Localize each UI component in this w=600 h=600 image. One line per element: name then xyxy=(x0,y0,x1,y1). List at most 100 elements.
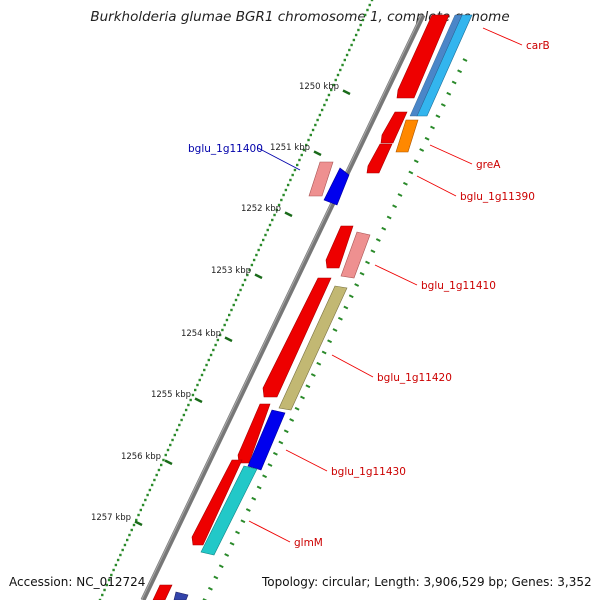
gene-label-bglu_1g11420: bglu_1g11420 xyxy=(377,372,452,384)
tick-dot xyxy=(169,443,172,447)
tick-dash xyxy=(218,564,224,569)
tick-dot xyxy=(320,108,324,112)
tick-dot xyxy=(359,23,362,27)
kbp-tick-label: 1251 kbp xyxy=(270,143,310,153)
kbp-tick-mark xyxy=(254,273,263,280)
tick-dot xyxy=(289,178,292,182)
tick-dash xyxy=(392,204,398,209)
tick-dot xyxy=(157,468,161,472)
tick-dot xyxy=(277,203,281,207)
gene-label-glmM: glmM xyxy=(294,537,323,549)
tick-dot xyxy=(318,113,322,117)
tick-dot xyxy=(153,478,156,482)
tick-dot xyxy=(126,538,129,542)
kbp-tick-label: 1256 kbp xyxy=(121,452,161,462)
tick-dot xyxy=(223,323,226,327)
tick-dash xyxy=(272,451,278,456)
tick-dash xyxy=(294,406,300,411)
tick-dot xyxy=(316,118,319,122)
gene-feature-greA xyxy=(395,119,419,153)
cds-feature xyxy=(152,584,173,600)
tick-dash xyxy=(289,418,295,422)
tick-dot xyxy=(268,223,272,227)
tick-dot xyxy=(144,498,147,502)
kbp-tick-mark xyxy=(342,89,351,96)
gene-label-lines xyxy=(248,27,523,543)
tick-dot xyxy=(121,548,124,552)
cds-feature xyxy=(191,459,243,546)
gene-feature-bglu_1g11420 xyxy=(278,285,348,411)
tick-dash xyxy=(430,125,435,130)
gene-feature-bglu_1g11400 xyxy=(308,161,334,197)
tick-dash xyxy=(337,316,343,321)
tick-dot xyxy=(101,593,104,597)
tick-dot xyxy=(325,98,328,102)
tick-dash xyxy=(327,339,333,344)
kbp-tick-label: 1250 kbp xyxy=(299,82,339,92)
tick-dot xyxy=(171,438,174,442)
tick-dash xyxy=(251,496,257,501)
tick-dot xyxy=(110,573,113,577)
inner-tick-track xyxy=(202,58,468,600)
tick-dash xyxy=(310,373,316,377)
tick-dot xyxy=(155,473,158,477)
tick-dash xyxy=(283,429,289,434)
tick-dot xyxy=(146,493,149,497)
tick-dash xyxy=(305,384,311,389)
gene-feature-bglu_1g11410 xyxy=(340,231,371,279)
tick-dot xyxy=(132,523,136,527)
tick-dash xyxy=(397,193,403,197)
tick-dash xyxy=(435,114,441,119)
tick-dot xyxy=(207,358,210,362)
cds-feature xyxy=(396,14,450,99)
tick-dot xyxy=(370,0,374,2)
kbp-tick-mark xyxy=(313,150,322,157)
tick-dash xyxy=(370,249,376,254)
tick-dash xyxy=(381,226,387,231)
tick-dot xyxy=(350,43,353,47)
tick-dot xyxy=(234,298,238,302)
gene-label-greA: greA xyxy=(476,159,501,171)
tick-dot xyxy=(230,308,233,312)
tick-dash xyxy=(462,58,468,62)
tick-dash xyxy=(451,80,457,85)
tick-dot xyxy=(366,8,369,12)
tick-dot xyxy=(200,373,204,377)
tick-dot xyxy=(225,318,229,322)
tick-dash xyxy=(457,69,463,74)
tick-dot xyxy=(305,143,308,147)
kbp-tick-label: 1255 kbp xyxy=(151,390,191,400)
gene-feature xyxy=(173,591,189,600)
tick-dot xyxy=(116,558,120,562)
tick-dot xyxy=(361,18,365,22)
tick-dot xyxy=(284,188,288,192)
tick-dot xyxy=(162,458,165,462)
backbone xyxy=(140,13,426,600)
tick-dot xyxy=(286,183,290,187)
tick-dot xyxy=(166,448,170,452)
tick-dash xyxy=(440,103,446,107)
accession-text: Accession: NC_012724 xyxy=(9,575,146,589)
tick-dot xyxy=(352,38,356,42)
tick-dot xyxy=(307,138,310,142)
tick-dot xyxy=(114,563,118,567)
tick-dash xyxy=(419,148,425,152)
tick-dot xyxy=(296,163,299,167)
kbp-tick-mark xyxy=(134,520,143,527)
gene-feature-bglu_1g11400-b xyxy=(323,167,350,206)
tick-dot xyxy=(103,588,106,592)
tick-dot xyxy=(209,353,213,357)
tick-dot xyxy=(357,28,360,32)
kbp-tick-label: 1252 kbp xyxy=(241,204,281,214)
tick-dash xyxy=(240,519,246,524)
gene-labels: carB greA bglu_1g11390 bglu_1g11400 bglu… xyxy=(188,40,550,549)
tick-dash xyxy=(413,159,419,164)
gene-label-bglu_1g11410: bglu_1g11410 xyxy=(421,280,496,292)
tick-dot xyxy=(280,198,283,202)
tick-dash xyxy=(224,553,230,557)
tick-dot xyxy=(107,578,111,582)
tick-dot xyxy=(259,243,263,247)
tick-dot xyxy=(189,398,192,402)
tick-dash xyxy=(207,586,213,591)
tick-dot xyxy=(164,453,167,457)
